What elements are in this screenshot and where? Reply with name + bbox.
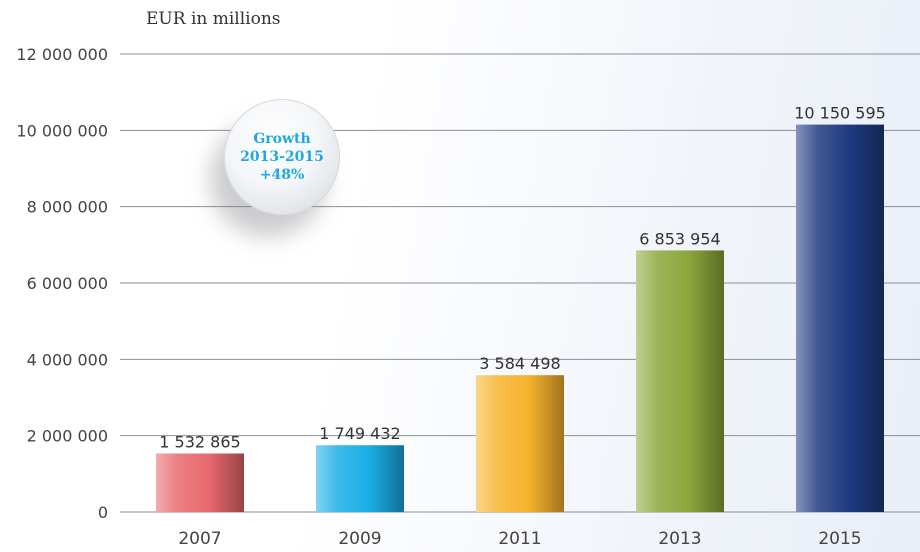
y-axis-unit-label: EUR in millions xyxy=(146,9,281,29)
growth-badge-period: 2013-2015 xyxy=(240,149,324,165)
bar-2007 xyxy=(156,453,244,512)
y-tick-label: 0 xyxy=(98,503,108,522)
x-tick-label: 2007 xyxy=(178,529,221,549)
bar-value-label: 1 749 432 xyxy=(319,424,400,443)
x-tick-label: 2015 xyxy=(818,529,861,549)
x-tick-label: 2013 xyxy=(658,529,701,549)
y-tick-label: 4 000 000 xyxy=(27,350,108,369)
y-tick-label: 10 000 000 xyxy=(16,121,108,140)
growth-badge: Growth 2013-2015 +48% xyxy=(224,99,340,215)
bar-2013 xyxy=(636,250,724,513)
y-tick-label: 2 000 000 xyxy=(27,427,108,446)
y-tick-label: 12 000 000 xyxy=(16,45,108,64)
bar-2009 xyxy=(316,445,404,512)
growth-badge-title: Growth xyxy=(253,131,311,147)
y-tick-label: 8 000 000 xyxy=(27,198,108,217)
y-tick-label: 6 000 000 xyxy=(27,274,108,293)
bar-2011 xyxy=(476,375,564,512)
bar-value-label: 10 150 595 xyxy=(794,104,886,123)
growth-badge-value: +48% xyxy=(259,167,305,183)
bar-value-label: 6 853 954 xyxy=(639,229,720,248)
x-tick-label: 2009 xyxy=(338,529,381,549)
bar-2015 xyxy=(796,124,884,512)
bar-value-label: 3 584 498 xyxy=(479,354,560,373)
x-tick-label: 2011 xyxy=(498,529,541,549)
bar-value-label: 1 532 865 xyxy=(159,432,240,451)
